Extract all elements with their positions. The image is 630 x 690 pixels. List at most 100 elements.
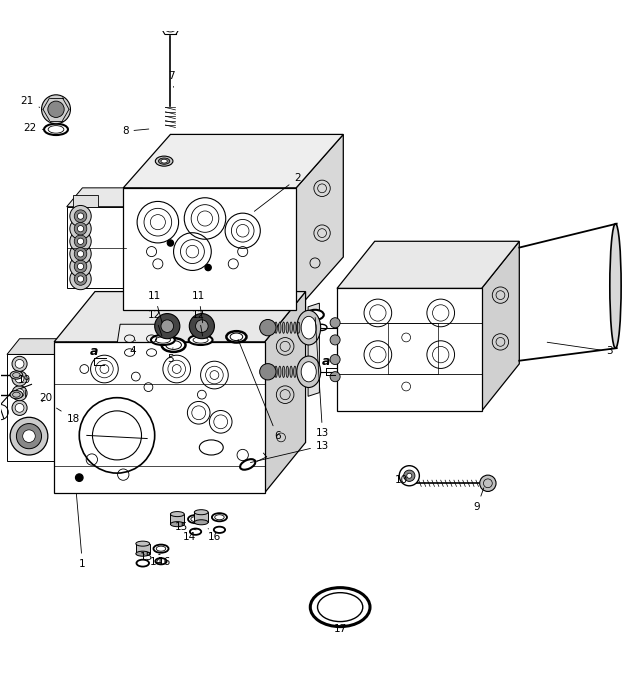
Bar	[7, 355, 56, 462]
Text: 13: 13	[315, 317, 329, 438]
Ellipse shape	[214, 526, 225, 533]
Circle shape	[70, 243, 91, 264]
Bar	[387, 323, 438, 374]
Text: 19: 19	[18, 375, 32, 397]
Ellipse shape	[306, 310, 324, 320]
Text: 15: 15	[140, 553, 160, 562]
Polygon shape	[114, 324, 176, 365]
Circle shape	[77, 238, 84, 244]
Circle shape	[12, 400, 27, 415]
Bar	[73, 195, 98, 207]
Bar	[67, 207, 127, 288]
Circle shape	[407, 473, 412, 478]
Text: 22: 22	[23, 123, 43, 133]
Ellipse shape	[156, 156, 173, 166]
Text: a: a	[321, 355, 330, 368]
Polygon shape	[67, 188, 142, 207]
Polygon shape	[56, 339, 69, 462]
Ellipse shape	[194, 520, 208, 525]
Circle shape	[70, 230, 91, 252]
Text: 14: 14	[143, 553, 163, 567]
Circle shape	[189, 313, 214, 339]
Ellipse shape	[282, 366, 285, 377]
Text: 1: 1	[76, 493, 86, 569]
Ellipse shape	[301, 316, 316, 339]
Circle shape	[15, 359, 24, 368]
Ellipse shape	[282, 322, 285, 333]
Text: 21: 21	[20, 96, 40, 108]
Text: 8: 8	[122, 126, 149, 136]
Ellipse shape	[161, 159, 168, 163]
Circle shape	[399, 466, 420, 486]
Ellipse shape	[226, 331, 246, 342]
Circle shape	[77, 250, 84, 257]
Polygon shape	[481, 241, 519, 411]
Ellipse shape	[286, 366, 289, 377]
Ellipse shape	[188, 335, 212, 345]
Ellipse shape	[311, 588, 370, 627]
Polygon shape	[308, 303, 319, 396]
Ellipse shape	[290, 322, 292, 333]
Circle shape	[260, 319, 276, 336]
Circle shape	[404, 470, 415, 482]
Circle shape	[15, 404, 24, 412]
Polygon shape	[265, 292, 306, 493]
Ellipse shape	[275, 366, 277, 377]
Ellipse shape	[297, 310, 321, 345]
Circle shape	[479, 475, 496, 491]
Ellipse shape	[275, 322, 277, 333]
Circle shape	[155, 313, 180, 339]
Circle shape	[330, 335, 340, 345]
Circle shape	[74, 210, 87, 222]
Text: 7: 7	[168, 71, 175, 87]
Text: 16: 16	[208, 529, 221, 542]
Ellipse shape	[159, 158, 170, 164]
Ellipse shape	[10, 391, 23, 399]
Ellipse shape	[294, 366, 296, 377]
Ellipse shape	[171, 522, 184, 526]
Polygon shape	[7, 339, 69, 355]
Circle shape	[15, 374, 24, 383]
Circle shape	[260, 364, 276, 380]
Bar	[337, 288, 481, 411]
Text: 15: 15	[175, 522, 196, 532]
Polygon shape	[54, 292, 306, 342]
Ellipse shape	[301, 362, 316, 382]
Text: 6: 6	[238, 339, 280, 441]
Circle shape	[74, 248, 87, 260]
Circle shape	[42, 95, 71, 124]
Ellipse shape	[188, 515, 203, 523]
Text: 10: 10	[395, 475, 408, 485]
Text: 12: 12	[192, 310, 205, 336]
Polygon shape	[127, 188, 142, 288]
Text: 11: 11	[192, 291, 205, 323]
Text: 20: 20	[40, 393, 52, 404]
Ellipse shape	[278, 322, 281, 333]
Circle shape	[74, 222, 87, 235]
Text: 4: 4	[129, 340, 136, 356]
Circle shape	[330, 317, 340, 328]
Text: 18: 18	[57, 408, 79, 424]
Circle shape	[76, 474, 83, 482]
Circle shape	[161, 320, 173, 333]
Polygon shape	[296, 135, 343, 310]
Ellipse shape	[610, 224, 621, 348]
Ellipse shape	[171, 511, 184, 517]
Circle shape	[195, 320, 208, 333]
Text: a: a	[89, 345, 98, 358]
Polygon shape	[337, 241, 519, 288]
Bar	[54, 342, 265, 493]
Circle shape	[15, 388, 24, 397]
Text: 11: 11	[148, 291, 162, 323]
Circle shape	[70, 218, 91, 239]
Bar	[123, 188, 296, 310]
Ellipse shape	[162, 338, 185, 352]
Ellipse shape	[297, 356, 321, 388]
Text: 2: 2	[255, 173, 301, 211]
Ellipse shape	[10, 371, 23, 379]
Circle shape	[74, 260, 87, 273]
Ellipse shape	[154, 544, 169, 553]
Ellipse shape	[194, 510, 208, 515]
Circle shape	[77, 276, 84, 282]
Circle shape	[77, 213, 84, 219]
